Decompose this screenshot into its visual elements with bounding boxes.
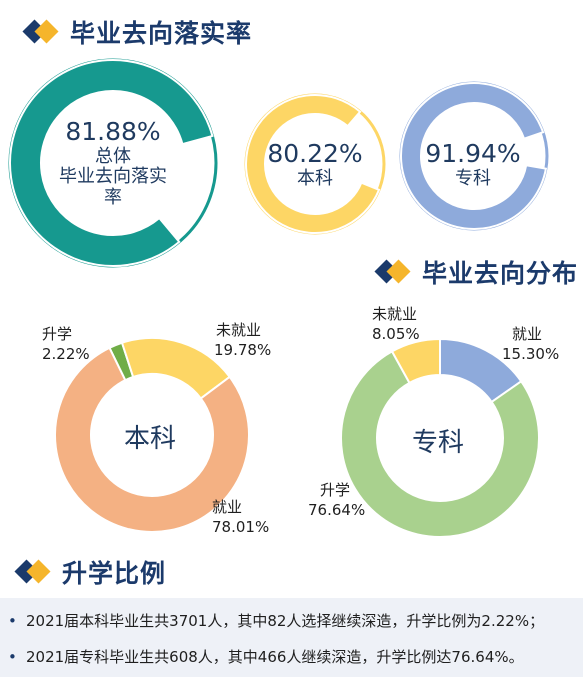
junior-unemployed-label: 未就业 8.05% — [372, 304, 420, 345]
junior-rate-label: 专科 — [455, 167, 491, 189]
junior-employed-label: 就业 15.30% — [502, 324, 559, 365]
undergrad-unemployed-name: 未就业 — [216, 321, 262, 339]
undergrad-unemployed-label: 未就业 19.78% — [214, 320, 271, 361]
bullet-dot-icon: • — [8, 612, 17, 630]
diamond-icon — [14, 558, 52, 586]
junior-further-name: 升学 — [320, 481, 351, 499]
junior-rate-center: 91.94% 专科 — [420, 139, 526, 189]
junior-distribution-slice-1 — [340, 350, 540, 538]
junior-rate-center-hole — [421, 103, 527, 209]
undergrad-rate-center: 80.22% 本科 — [262, 139, 368, 189]
bullet-box: • 2021届本科毕业生共3701人，其中82人选择继续深造，升学比例为2.22%… — [0, 598, 583, 677]
section-header-distribution: 毕业去向分布 — [374, 254, 578, 290]
bullet-item: • 2021届专科毕业生共608人，其中466人继续深造，升学比例达76.64%。 — [8, 646, 524, 667]
section-header-rate: 毕业去向落实率 — [22, 14, 252, 50]
junior-unemployed-value: 8.05% — [372, 325, 420, 344]
junior-employed-value: 15.30% — [502, 345, 560, 364]
junior-employed-name: 就业 — [512, 325, 543, 343]
overall-rate-label-3: 率 — [104, 187, 122, 209]
undergrad-employed-label: 就业 78.01% — [212, 497, 269, 538]
bullet-item: • 2021届本科毕业生共3701人，其中82人选择继续深造，升学比例为2.22%… — [8, 610, 544, 631]
undergrad-rate-label: 本科 — [297, 167, 333, 189]
junior-rate-value: 91.94% — [425, 139, 521, 168]
bullet-text: 2021届本科毕业生共3701人，其中82人选择继续深造，升学比例为2.22%； — [26, 612, 545, 630]
overall-rate-label-2: 毕业去向落实 — [59, 166, 167, 188]
junior-unemployed-name: 未就业 — [372, 305, 418, 323]
bullet-text: 2021届专科毕业生共608人，其中466人继续深造，升学比例达76.64%。 — [26, 648, 524, 666]
junior-further-label: 升学 76.64% — [308, 480, 365, 521]
overall-rate-center-hole — [41, 91, 185, 235]
junior-further-value: 76.64% — [308, 501, 366, 520]
section-title-rate: 毕业去向落实率 — [70, 19, 253, 48]
section-header-further: 升学比例 — [14, 554, 166, 590]
section-title-distribution: 毕业去向分布 — [422, 259, 579, 288]
undergrad-rate-value: 80.22% — [267, 139, 363, 168]
undergrad-dist-center: 本科 — [123, 424, 176, 454]
rate-charts — [8, 58, 549, 268]
overall-rate-center: 81.88% 总体 毕业去向落实 率 — [38, 117, 188, 209]
diamond-icon — [374, 258, 412, 286]
junior-distribution-slice-2 — [390, 337, 441, 385]
distribution-charts — [54, 337, 540, 538]
undergrad-rate-center-hole — [265, 114, 365, 214]
undergrad-employed-value: 78.01% — [212, 518, 270, 537]
undergrad-further-name: 升学 — [42, 325, 73, 343]
bullet-dot-icon: • — [8, 648, 17, 666]
section-title-further: 升学比例 — [62, 559, 167, 588]
undergrad-unemployed-value: 19.78% — [214, 341, 272, 360]
undergrad-further-label: 升学 2.22% — [42, 324, 90, 365]
undergrad-employed-name: 就业 — [212, 498, 243, 516]
overall-rate-value: 81.88% — [65, 117, 161, 146]
junior-dist-center: 专科 — [411, 428, 464, 458]
undergrad-further-value: 2.22% — [42, 345, 90, 364]
undergrad-distribution-slice-0 — [54, 346, 250, 533]
overall-rate-label-1: 总体 — [95, 145, 131, 167]
